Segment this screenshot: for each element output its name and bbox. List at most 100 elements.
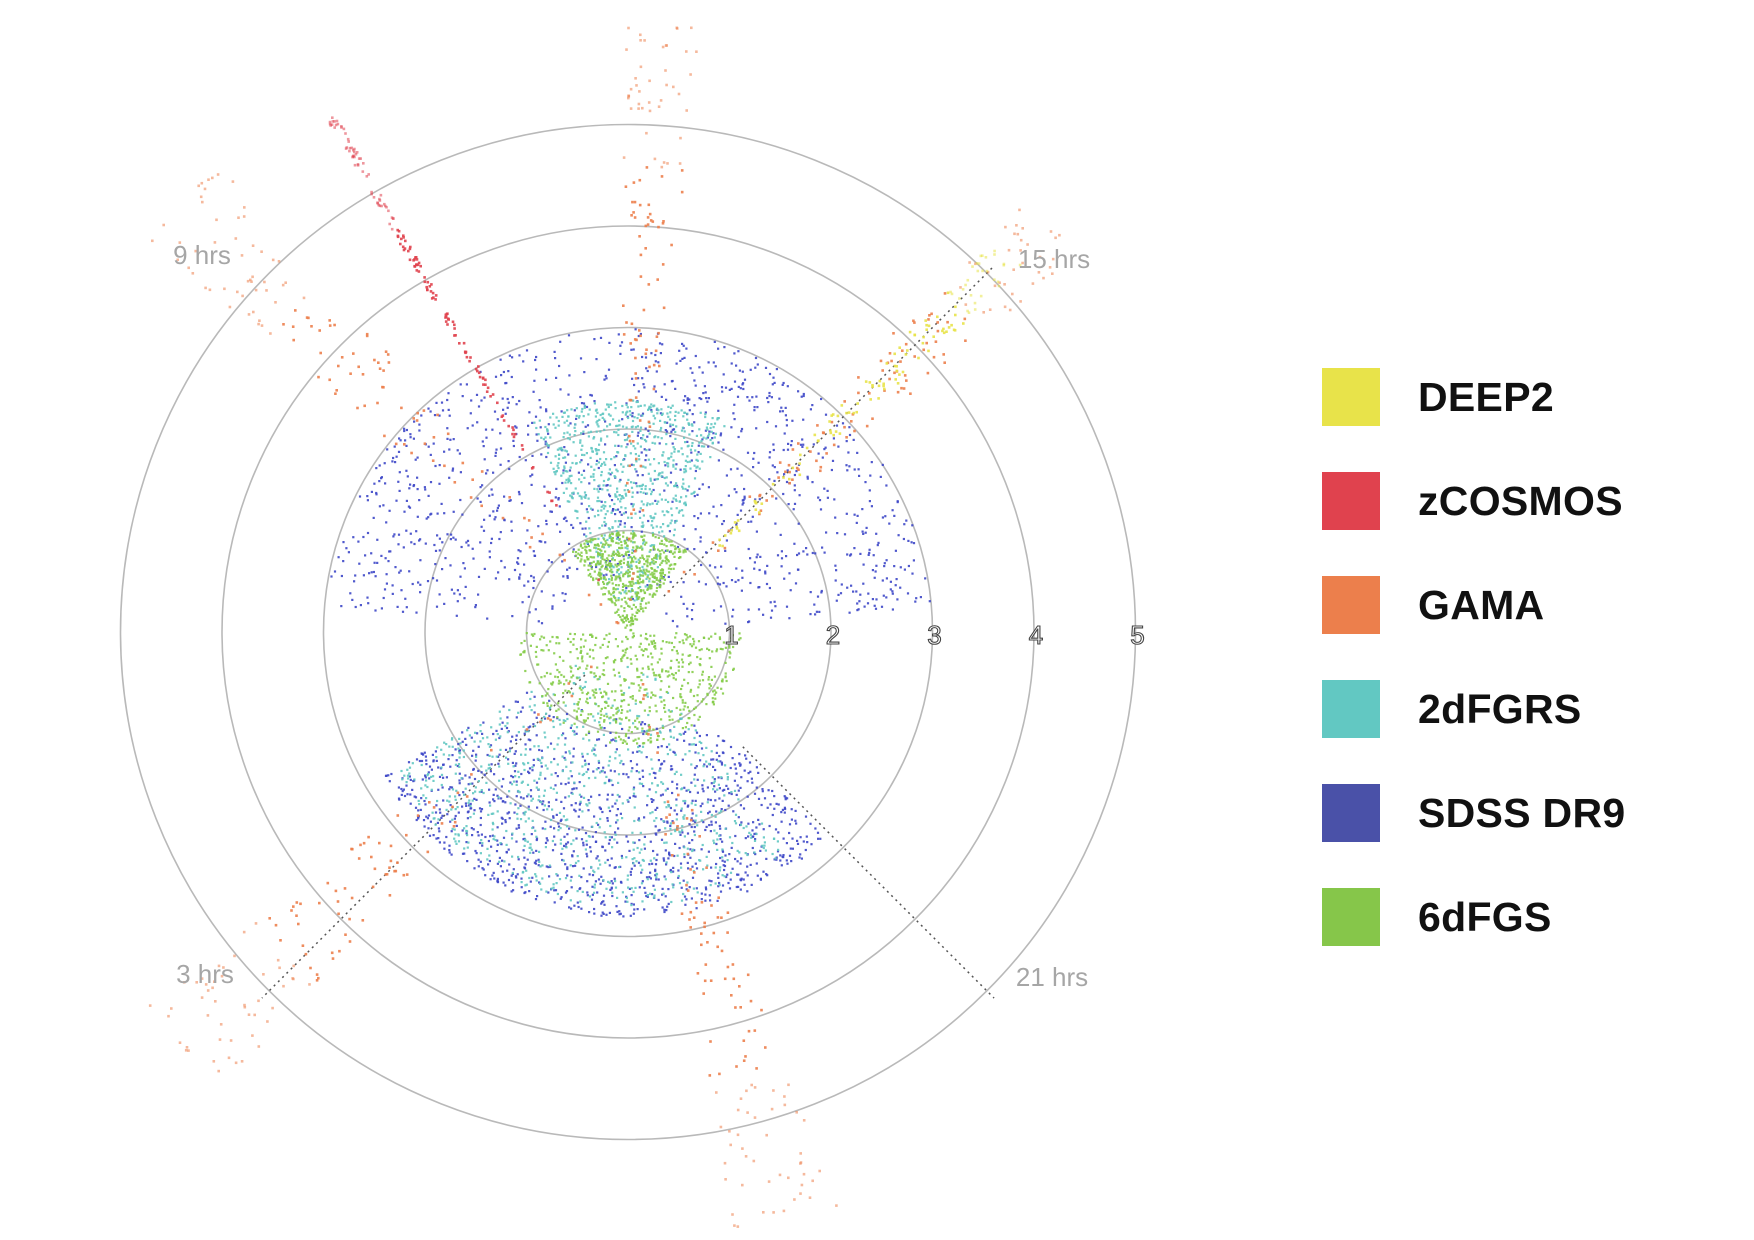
data-point — [554, 784, 557, 787]
data-point — [639, 275, 643, 278]
data-point — [780, 820, 783, 823]
data-point — [593, 479, 596, 482]
data-point — [556, 636, 559, 639]
data-point — [775, 858, 778, 861]
data-point — [667, 888, 670, 891]
data-point — [631, 695, 634, 698]
data-point — [594, 688, 597, 691]
data-point — [678, 641, 681, 644]
data-point — [640, 484, 643, 487]
data-point — [771, 464, 774, 467]
data-point — [641, 900, 644, 903]
data-point — [824, 446, 827, 449]
data-point — [499, 865, 502, 868]
data-point — [682, 708, 685, 711]
data-point — [742, 878, 745, 881]
data-point — [579, 900, 582, 903]
data-point — [629, 760, 632, 763]
data-point — [639, 33, 642, 37]
data-point — [579, 646, 582, 649]
data-point — [448, 844, 451, 847]
data-point — [541, 757, 544, 760]
data-point — [853, 429, 856, 433]
data-point — [598, 527, 601, 530]
data-point — [662, 738, 665, 741]
data-point — [681, 758, 684, 761]
data-point — [649, 219, 653, 222]
data-point — [643, 39, 646, 42]
data-point — [633, 533, 636, 536]
data-point — [661, 906, 664, 909]
ra-guide-lines — [261, 265, 995, 999]
data-point — [635, 611, 638, 614]
data-point — [584, 494, 588, 497]
data-point — [614, 552, 617, 555]
data-point — [601, 557, 604, 561]
data-point — [569, 726, 572, 729]
data-point — [592, 770, 595, 773]
data-point — [672, 674, 675, 677]
data-point — [609, 565, 613, 568]
data-point — [448, 754, 451, 757]
data-point — [649, 562, 652, 565]
data-point — [614, 690, 617, 693]
data-point — [647, 713, 650, 717]
data-point — [601, 555, 604, 558]
data-point — [646, 559, 649, 563]
data-point — [631, 617, 634, 620]
data-point — [479, 730, 482, 733]
data-point — [539, 773, 542, 777]
data-point — [652, 896, 655, 899]
data-point — [606, 403, 609, 406]
data-point — [702, 698, 705, 701]
data-point — [739, 888, 742, 891]
data-point — [885, 596, 888, 599]
data-point — [566, 874, 569, 877]
data-point — [577, 828, 581, 831]
data-point — [442, 763, 445, 766]
data-point — [646, 675, 649, 678]
data-point — [789, 847, 792, 850]
data-point — [845, 464, 848, 467]
data-point — [664, 556, 667, 559]
data-point — [602, 582, 606, 585]
data-point — [613, 718, 616, 721]
data-point — [587, 568, 590, 572]
data-point — [644, 485, 647, 488]
data-point — [615, 712, 618, 715]
data-point — [711, 541, 715, 544]
data-point — [651, 544, 654, 547]
data-point — [630, 481, 633, 484]
data-point — [650, 410, 653, 413]
data-point — [692, 602, 695, 605]
data-point — [616, 841, 619, 844]
data-point — [669, 824, 672, 827]
data-point — [724, 622, 727, 625]
data-point — [682, 799, 685, 803]
data-point — [634, 356, 637, 360]
data-point — [608, 778, 611, 781]
data-point — [626, 799, 629, 802]
data-point — [718, 881, 721, 885]
data-point — [667, 567, 670, 570]
data-point — [900, 386, 903, 390]
data-point — [731, 615, 734, 618]
data-point — [667, 590, 671, 593]
data-point — [635, 770, 638, 773]
data-point — [701, 679, 705, 682]
data-point — [713, 841, 716, 845]
data-point — [544, 440, 547, 443]
data-point — [562, 732, 565, 735]
data-point — [518, 493, 521, 496]
data-point — [597, 573, 600, 576]
data-point — [701, 371, 704, 374]
data-point — [615, 731, 618, 734]
data-point — [621, 546, 624, 550]
data-point — [425, 797, 428, 800]
data-point — [924, 577, 927, 580]
data-point — [736, 860, 739, 863]
data-point — [480, 839, 483, 842]
data-point — [535, 859, 538, 862]
data-point — [835, 599, 838, 602]
data-point — [728, 388, 731, 391]
